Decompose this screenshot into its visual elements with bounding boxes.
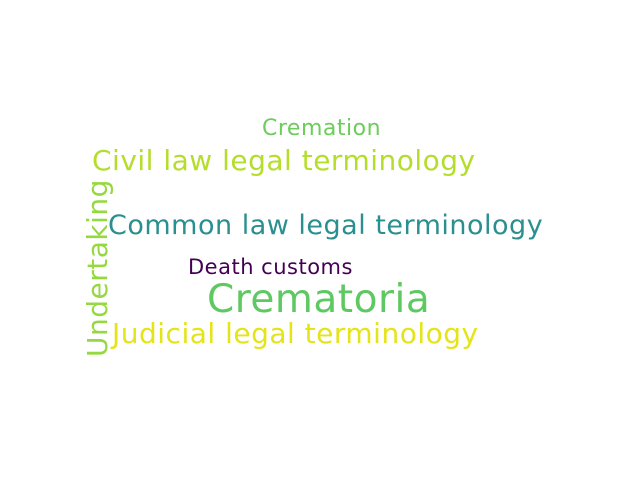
word-civil-law-legal-terminology: Civil law legal terminology xyxy=(92,144,476,177)
word-common-law-legal-terminology: Common law legal terminology xyxy=(108,210,544,241)
word-undertaking: Undertaking xyxy=(81,179,114,357)
word-crematoria: Crematoria xyxy=(207,277,431,322)
word-death-customs: Death customs xyxy=(188,255,353,279)
word-judicial-legal-terminology: Judicial legal terminology xyxy=(112,317,479,350)
word-cremation: Cremation xyxy=(262,116,382,141)
